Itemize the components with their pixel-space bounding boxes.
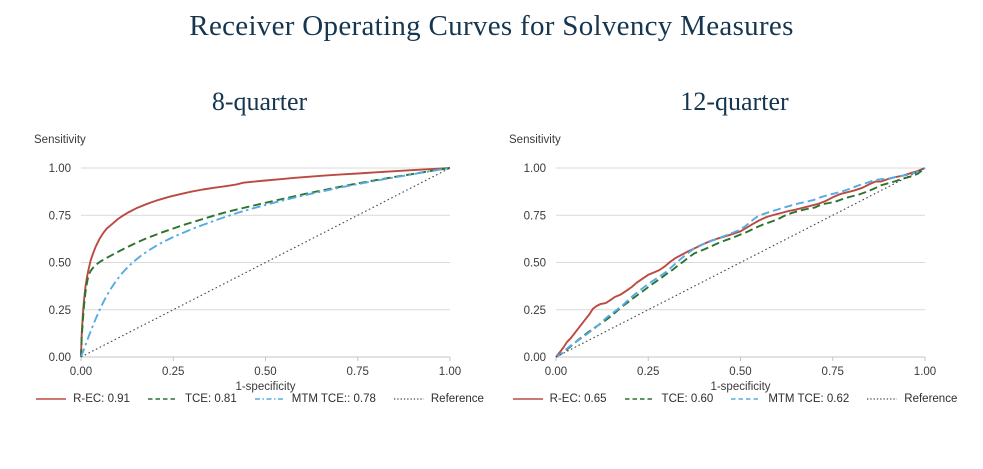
legend-12-quarter: R-EC: 0.65 TCE: 0.60 MTM TCE: 0.62 Referenc… [503, 393, 966, 405]
legend-label: MTM TCE: 0.62 [768, 393, 850, 405]
legend-swatch-green [624, 398, 655, 400]
y-tick-label: 0.50 [49, 258, 71, 270]
legend-item: R-EC: 0.65 [512, 393, 607, 405]
x-axis-title: 1-specificity [710, 381, 770, 393]
legend-item: TCE: 0.60 [624, 393, 714, 405]
legend-swatch-reference [393, 398, 424, 400]
roc-plot-8-quarter: Sensitivity 1.00 0.75 0.50 0.25 0.00 0.00 0.25 0… [34, 134, 461, 393]
series-line-red [80, 167, 451, 358]
chart-panel-12-quarter: 12-quarter Sensitivity 1.00 0.75 0.50 0.25 0.… [503, 87, 966, 405]
x-tick-label: 0.25 [637, 366, 659, 378]
legend-swatch-blue [731, 398, 762, 400]
series-line-green [555, 167, 926, 358]
legend-swatch-reference [867, 398, 898, 400]
x-tick-label: 0.75 [347, 366, 369, 378]
x-tick-label: 1.00 [439, 366, 461, 378]
chart-subtitle-12-quarter: 12-quarter [680, 87, 789, 116]
legend-item: Reference [866, 393, 957, 405]
series-line-blue [80, 167, 451, 358]
y-tick-label: 0.00 [49, 352, 71, 364]
y-tick-label: 0.25 [49, 305, 71, 317]
x-tick-label: 1.00 [914, 366, 936, 378]
series-line-blue [555, 167, 926, 358]
x-tick-label: 0.00 [545, 366, 567, 378]
y-tick-label: 1.00 [49, 163, 71, 175]
y-tick-label: 0.25 [524, 305, 546, 317]
charts-row: 8-quarter Sensitivity 1.00 0.75 0.50 0.25 0.0… [0, 87, 983, 405]
y-axis-title: Sensitivity [34, 134, 86, 146]
legend-label: TCE: 0.60 [661, 393, 714, 405]
legend-label: MTM TCE:: 0.78 [291, 393, 376, 405]
y-axis-title: Sensitivity [509, 134, 561, 146]
x-tick-label: 0.25 [162, 366, 184, 378]
legend-label: Reference [430, 393, 484, 405]
x-tick-label: 0.50 [254, 366, 276, 378]
x-tick-label: 0.50 [729, 366, 751, 378]
page-title: Receiver Operating Curves for Solvency M… [189, 10, 794, 42]
y-tick-label: 0.75 [49, 210, 71, 222]
legend-swatch-blue [254, 398, 285, 400]
chart-panel-8-quarter: 8-quarter Sensitivity 1.00 0.75 0.50 0.25 0.0… [28, 87, 491, 405]
y-tick-label: 0.50 [524, 258, 546, 270]
series-line-reference [80, 167, 451, 358]
y-tick-label: 1.00 [524, 163, 546, 175]
x-tick-label: 0.75 [822, 366, 844, 378]
legend-item: TCE: 0.81 [147, 393, 237, 405]
chart-subtitle-8-quarter: 8-quarter [211, 87, 308, 116]
legend-label: R-EC: 0.91 [73, 393, 130, 405]
legend-swatch-red [512, 398, 543, 400]
legend-label: Reference [904, 393, 958, 405]
legend-item: MTM TCE: 0.62 [730, 393, 849, 405]
legend-swatch-red [36, 398, 67, 400]
y-tick-label: 0.00 [524, 352, 546, 364]
legend-swatch-green [147, 398, 178, 400]
legend-item: Reference [393, 393, 484, 405]
legend-label: TCE: 0.81 [184, 393, 237, 405]
y-tick-label: 0.75 [524, 210, 546, 222]
series-line-reference [555, 167, 926, 358]
legend-item: MTM TCE:: 0.78 [254, 393, 376, 405]
roc-plot-12-quarter: Sensitivity 1.00 0.75 0.50 0.25 0.00 0.00 0.25 0… [509, 134, 936, 393]
x-tick-label: 0.00 [70, 366, 92, 378]
legend-item: R-EC: 0.91 [35, 393, 130, 405]
x-axis-title: 1-specificity [235, 381, 295, 393]
legend-8-quarter: R-EC: 0.91 TCE: 0.81 MTM TCE:: 0.78 Referen… [28, 393, 491, 405]
legend-label: R-EC: 0.65 [549, 393, 607, 405]
